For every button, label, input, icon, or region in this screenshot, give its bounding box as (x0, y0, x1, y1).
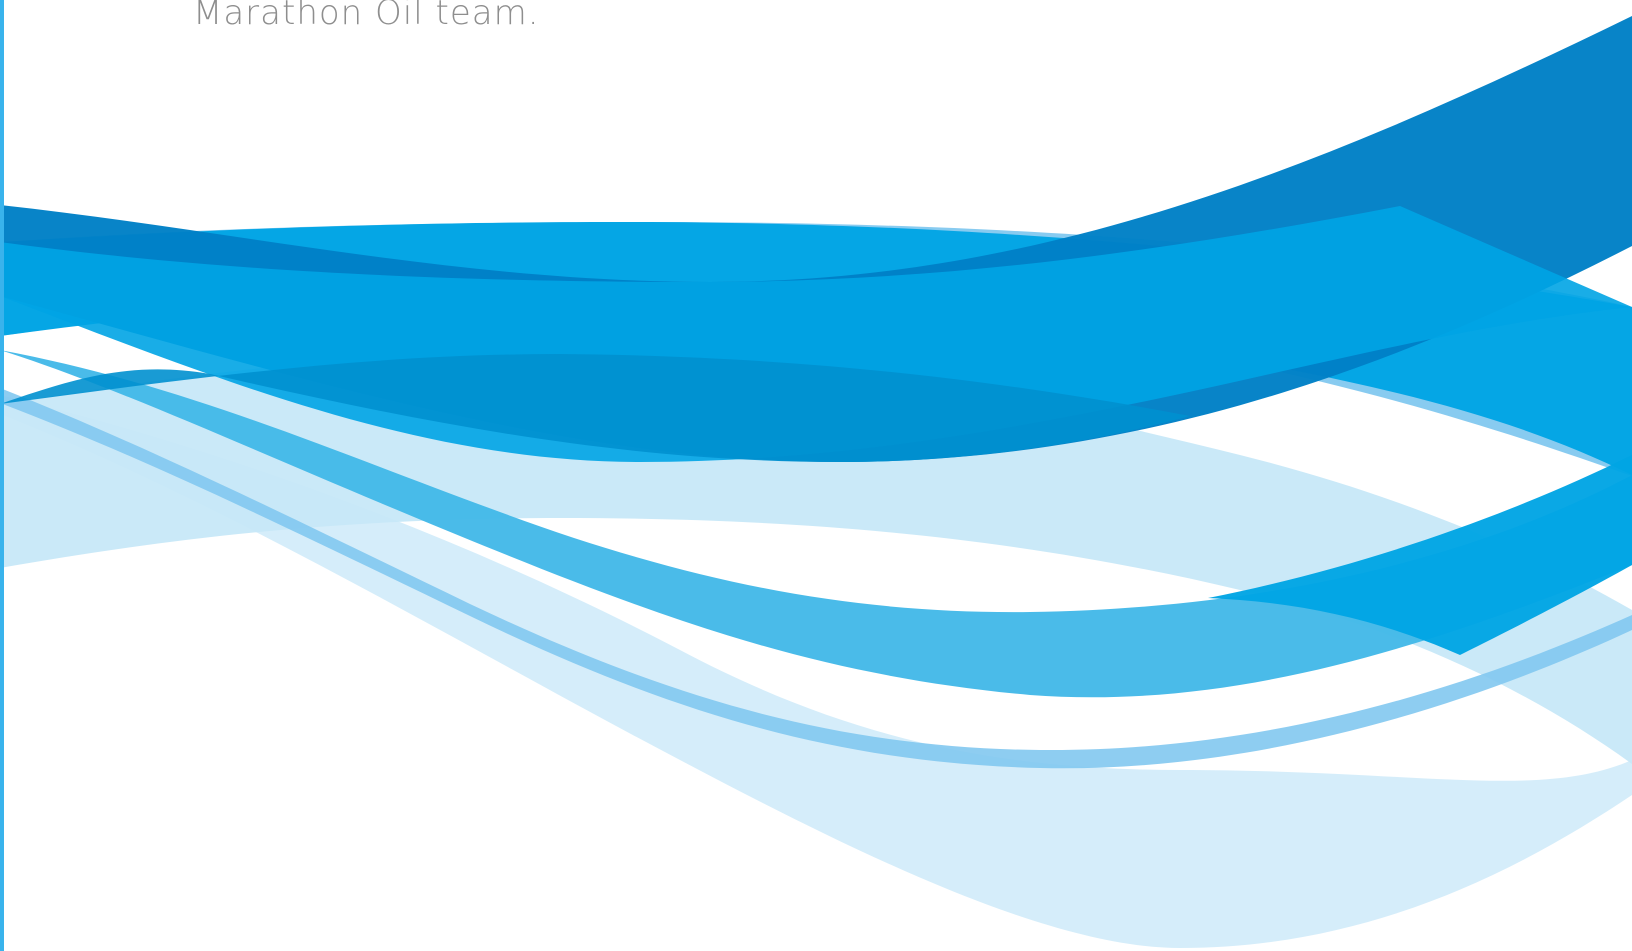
mid-wave-blue (0, 350, 1632, 698)
dark-wave-overlay-center (0, 354, 1190, 462)
mid-wave-right-overlay (1208, 455, 1632, 655)
left-accent-rule (0, 0, 4, 951)
pale-wave-lower (0, 353, 1632, 764)
faint-wave-bottom (0, 395, 1632, 948)
document-text-line: Marathon Oil team. (193, 0, 540, 33)
